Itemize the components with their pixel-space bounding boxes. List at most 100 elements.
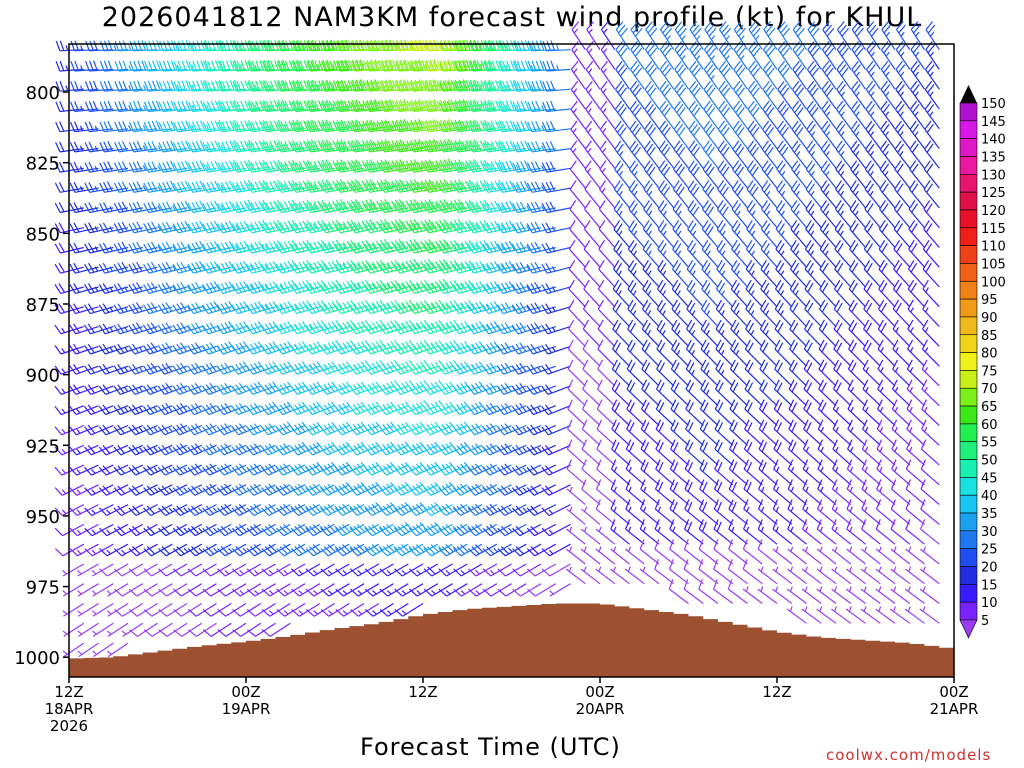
wind-barb [173,140,202,153]
wind-barb [567,399,586,426]
wind-barb [379,159,409,173]
wind-barb [128,543,158,557]
wind-barb [776,160,793,189]
x-tick-label: 19APR [222,700,271,718]
wind-barb [216,260,247,274]
wind-barb [567,419,586,446]
wind-barb [876,399,896,426]
wind-barb [777,41,793,70]
wind-barb [364,119,395,133]
colorbar-label: 70 [981,382,998,397]
wind-barb [482,159,512,173]
wind-barb [847,419,866,446]
wind-barb [526,543,557,557]
wind-barb [91,563,114,577]
wind-barb [654,539,675,565]
wind-barb [816,606,837,624]
wind-barb [202,180,232,193]
wind-barb [143,282,173,294]
wind-barb [408,258,438,274]
wind-barb [172,282,202,294]
colorbar-label: 125 [981,186,1006,201]
wind-barb [467,483,498,496]
wind-barb [626,359,645,387]
wind-barb [69,303,99,315]
wind-barb [583,239,601,268]
wind-barb [699,479,719,506]
wind-barb [819,220,837,248]
colorbar-label: 130 [981,168,1006,183]
wind-barb [748,60,763,90]
wind-barb [526,563,557,577]
wind-barb [541,504,571,517]
wind-barb [143,80,173,92]
wind-barb [862,359,881,387]
wind-barb [482,119,512,133]
wind-barb [187,140,217,153]
wind-barb [291,79,321,92]
wind-barb [671,319,689,347]
colorbar-swatch [959,156,978,175]
wind-barb [866,21,881,51]
wind-barb [821,120,837,149]
wind-barb [438,119,468,133]
wind-barb [483,79,512,92]
wind-barb [729,419,748,446]
wind-barb [202,99,232,113]
wind-barb [925,60,940,90]
wind-barb [673,160,689,189]
wind-barb [106,622,129,637]
wind-barb [803,359,822,387]
wind-barb [685,359,704,387]
wind-barb [246,240,276,254]
wind-barb [833,359,852,387]
wind-barb [84,323,114,335]
wind-barb [905,459,925,486]
wind-barb [188,59,217,72]
wind-barb [512,100,542,113]
wind-barb [580,546,601,565]
wind-barb [582,359,601,387]
wind-barb [702,160,719,189]
wind-barb [188,39,217,52]
wind-barb [802,459,822,486]
wind-barb [747,140,763,169]
wind-barb [787,519,807,545]
wind-barb [717,180,734,209]
wind-barb [894,160,911,189]
wind-barb [875,519,896,545]
wind-barb [290,239,320,254]
wind-barb [99,100,129,113]
wind-barb [379,523,409,537]
wind-barb [907,279,925,308]
wind-barb [260,301,291,315]
wind-barb [645,21,660,51]
wind-barb [143,622,173,637]
wind-barb [744,399,763,426]
wind-barb [656,279,675,308]
wind-barb [644,60,660,90]
wind-barb [832,459,852,486]
wind-barb [831,566,852,585]
credit-link[interactable]: coolwx.com/models [826,746,992,764]
colorbar-bottom-arrow [959,619,978,639]
wind-barb [91,583,114,597]
y-tick-label: 925 [26,436,60,457]
wind-barb [512,583,542,597]
wind-barb [894,180,911,209]
wind-barb [379,99,409,113]
wind-barb [805,180,822,209]
wind-barb [423,543,453,557]
wind-barb [614,120,630,149]
wind-barb [580,526,601,545]
wind-barb [657,200,675,229]
wind-barb [334,239,365,254]
wind-barb [438,523,468,537]
wind-barb [305,219,335,234]
wind-barb [143,602,173,617]
wind-barb [217,622,247,637]
wind-barb [730,279,748,308]
wind-barb [876,459,896,486]
wind-barb [541,323,571,335]
wind-barb [202,543,232,557]
